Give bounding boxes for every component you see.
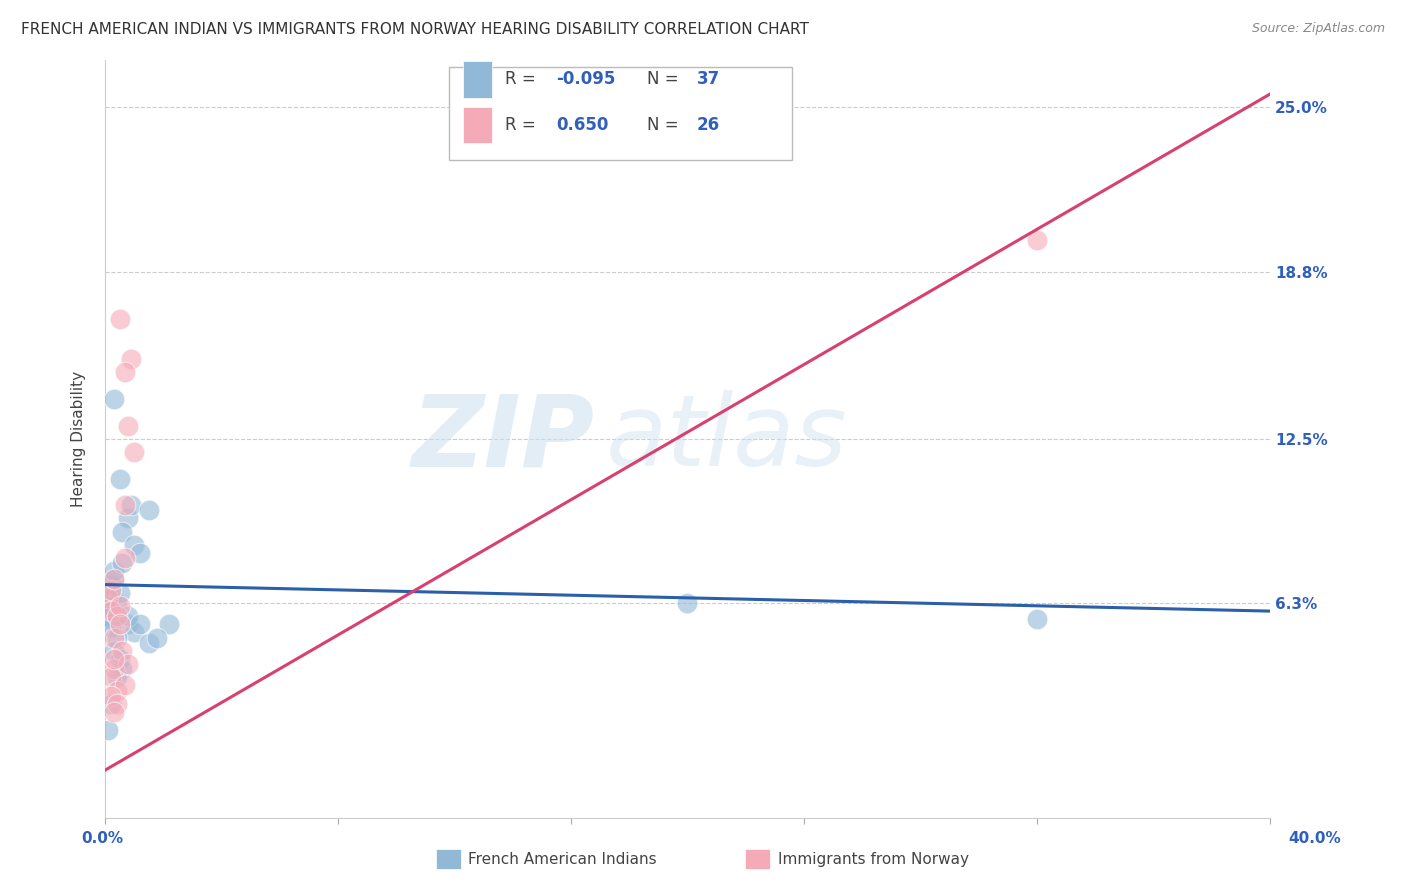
Point (114, 678, 136, 692)
Point (117, 657, 139, 672)
Point (105, 670, 128, 684)
Point (103, 662, 125, 676)
Point (114, 498, 136, 512)
Point (105, 631, 128, 645)
Point (103, 615, 125, 629)
Text: atlas: atlas (606, 391, 848, 487)
Point (108, 652, 131, 666)
Point (100, 604, 122, 618)
Point (1026, 233, 1049, 247)
Point (117, 617, 139, 632)
Point (100, 591, 122, 605)
Point (120, 352, 142, 367)
Point (103, 572, 125, 586)
Point (129, 617, 152, 632)
Point (122, 625, 145, 640)
Y-axis label: Hearing Disability: Hearing Disability (72, 371, 86, 507)
Point (103, 392, 125, 406)
Text: 0.650: 0.650 (555, 116, 609, 134)
FancyBboxPatch shape (463, 62, 492, 97)
Point (103, 644, 125, 658)
Text: 26: 26 (697, 116, 720, 134)
Point (97, 599, 120, 613)
Point (103, 705, 125, 719)
Point (103, 652, 125, 666)
Text: French American Indians: French American Indians (468, 853, 657, 867)
Text: 37: 37 (697, 70, 720, 88)
Point (108, 471, 131, 485)
Point (108, 599, 131, 613)
Point (122, 445, 145, 459)
Text: -0.095: -0.095 (555, 70, 616, 88)
Point (1026, 612, 1049, 626)
Point (138, 503, 160, 517)
Point (100, 582, 122, 597)
Point (103, 572, 125, 586)
Point (108, 312, 131, 326)
Point (138, 636, 160, 650)
FancyBboxPatch shape (449, 67, 793, 160)
Point (114, 366, 136, 380)
Point (97, 609, 120, 624)
Text: N =: N = (647, 116, 683, 134)
Text: R =: R = (505, 70, 540, 88)
Point (108, 585, 131, 599)
Point (157, 617, 180, 632)
Point (105, 697, 128, 711)
Point (146, 631, 169, 645)
Point (111, 557, 134, 571)
Point (122, 538, 145, 552)
Point (108, 617, 131, 632)
Point (100, 577, 122, 591)
Point (105, 683, 128, 698)
Point (105, 609, 128, 624)
Point (100, 689, 122, 703)
Point (129, 546, 152, 560)
Point (103, 631, 125, 645)
Text: R =: R = (505, 116, 540, 134)
Point (100, 604, 122, 618)
Text: N =: N = (647, 70, 683, 88)
Text: ZIP: ZIP (412, 391, 595, 487)
Text: 40.0%: 40.0% (1288, 831, 1341, 846)
Point (117, 418, 139, 433)
Point (97, 723, 120, 738)
Text: Source: ZipAtlas.com: Source: ZipAtlas.com (1251, 22, 1385, 36)
Text: FRENCH AMERICAN INDIAN VS IMMIGRANTS FROM NORWAY HEARING DISABILITY CORRELATION : FRENCH AMERICAN INDIAN VS IMMIGRANTS FRO… (21, 22, 808, 37)
Point (117, 609, 139, 624)
Point (114, 551, 136, 566)
Point (111, 524, 134, 539)
FancyBboxPatch shape (463, 106, 492, 143)
Point (120, 498, 142, 512)
Point (100, 620, 122, 634)
Point (103, 565, 125, 579)
Text: Immigrants from Norway: Immigrants from Norway (778, 853, 969, 867)
Point (97, 591, 120, 605)
Point (100, 697, 122, 711)
Point (111, 644, 134, 658)
Point (111, 662, 134, 676)
Point (105, 596, 128, 610)
Point (676, 596, 699, 610)
Point (100, 670, 122, 684)
Point (117, 511, 139, 525)
Text: 0.0%: 0.0% (82, 831, 124, 846)
Point (97, 582, 120, 597)
